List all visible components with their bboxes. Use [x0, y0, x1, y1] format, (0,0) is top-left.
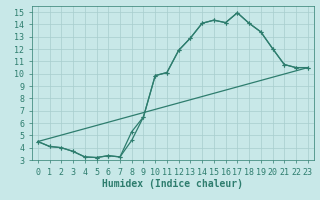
X-axis label: Humidex (Indice chaleur): Humidex (Indice chaleur) — [102, 179, 243, 189]
